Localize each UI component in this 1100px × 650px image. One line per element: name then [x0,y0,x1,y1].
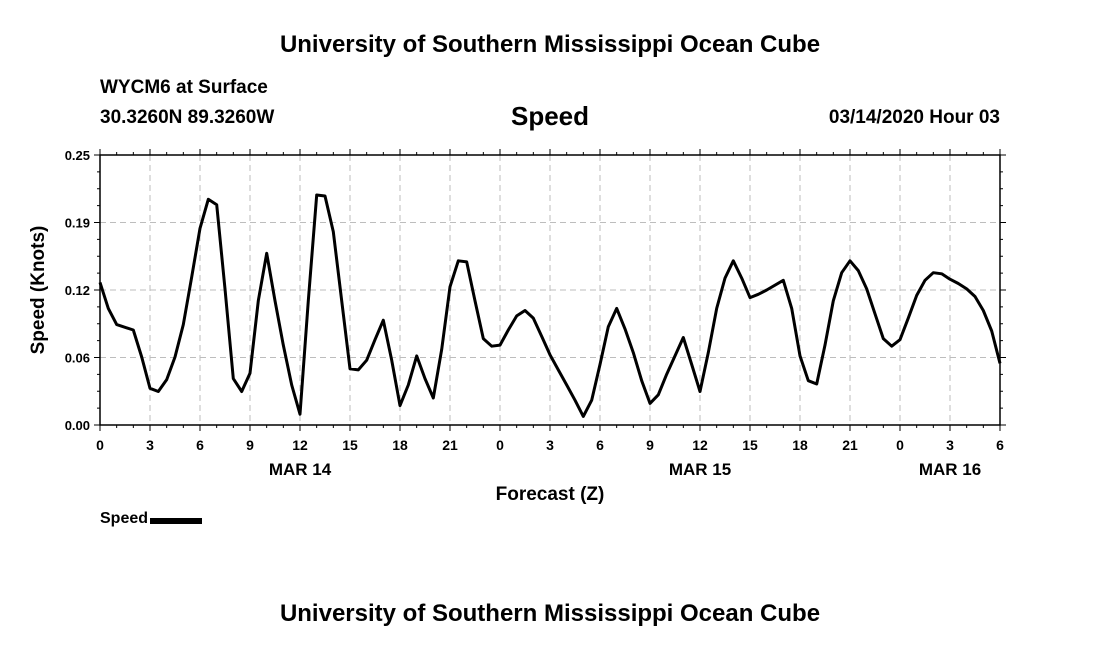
legend: Speed [100,510,203,528]
x-tick-label: 0 [496,437,504,453]
x-tick-label: 15 [342,437,358,453]
x-tick-label: 18 [792,437,808,453]
day-label: MAR 14 [269,460,332,479]
x-tick-label: 6 [196,437,204,453]
y-tick-label: 0.12 [65,283,90,298]
x-tick-label: 0 [896,437,904,453]
x-tick-label: 3 [546,437,554,453]
legend-label: Speed [100,510,149,527]
day-label: MAR 15 [669,460,731,479]
x-tick-label: 9 [646,437,654,453]
x-tick-label: 3 [146,437,154,453]
speed-series-line [98,193,1002,418]
x-tick-label: 6 [996,437,1004,453]
y-tick-label: 0.06 [65,351,90,366]
x-tick-label: 15 [742,437,758,453]
x-tick-label: 12 [692,437,708,453]
x-tick-label: 0 [96,437,104,453]
footer-title: University of Southern Mississippi Ocean… [279,600,821,627]
coordinates-label: 30.3260N 89.3260W [100,107,275,128]
x-tick-label: 21 [442,437,458,453]
day-label: MAR 16 [919,460,981,479]
x-tick-label: 18 [392,437,408,453]
station-label: WYCM6 at Surface [100,77,268,98]
y-axis-label: Speed (Knots) [28,226,49,355]
y-tick-label: 0.19 [65,216,90,231]
x-tick-label: 12 [292,437,308,453]
y-tick-label: 0.25 [65,148,90,163]
x-tick-label: 21 [842,437,858,453]
datetime-label: 03/14/2020 Hour 03 [828,107,1000,128]
plot-frame [99,154,1001,426]
y-tick-label: 0.00 [65,418,90,433]
x-tick-label: 3 [946,437,954,453]
x-tick-label: 9 [246,437,254,453]
legend-swatch [150,517,203,524]
x-tick-label: 6 [596,437,604,453]
x-axis-label: Forecast (Z) [496,484,605,505]
chart-title: University of Southern Mississippi Ocean… [279,31,821,58]
variable-title: Speed [510,101,590,131]
